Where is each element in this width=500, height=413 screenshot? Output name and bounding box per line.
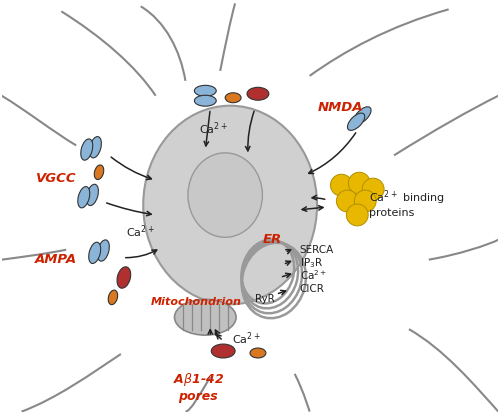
Text: Ca$^{2+}$ binding
proteins: Ca$^{2+}$ binding proteins [369,188,445,218]
Text: ER: ER [263,233,282,246]
Text: Ca$^{2+}$: Ca$^{2+}$ [199,120,228,137]
Ellipse shape [94,165,104,180]
Ellipse shape [81,139,92,160]
Ellipse shape [78,187,90,208]
Ellipse shape [88,242,101,263]
Ellipse shape [354,107,371,124]
Circle shape [336,190,358,212]
Text: Mitochondrion: Mitochondrion [150,297,242,307]
Ellipse shape [194,95,216,106]
Text: A$\beta$1-42
pores: A$\beta$1-42 pores [173,371,224,403]
Ellipse shape [225,93,241,103]
Ellipse shape [194,85,216,96]
Ellipse shape [250,348,266,358]
Circle shape [362,178,384,200]
Text: Ca$^{2+}$: Ca$^{2+}$ [300,268,326,282]
Ellipse shape [212,344,235,358]
Text: RyR: RyR [255,294,274,304]
Ellipse shape [174,299,236,335]
Text: AMPA: AMPA [34,253,76,266]
Text: VGCC: VGCC [36,172,77,185]
Text: NMDA: NMDA [318,101,363,114]
Ellipse shape [90,137,102,158]
Text: SERCA: SERCA [300,245,334,255]
Ellipse shape [348,113,364,131]
Ellipse shape [86,184,99,206]
Ellipse shape [247,87,269,100]
Circle shape [348,172,370,194]
Circle shape [346,204,368,226]
Text: Ca$^{2+}$: Ca$^{2+}$ [126,223,155,240]
Text: Ca$^{2+}$: Ca$^{2+}$ [232,331,260,347]
Text: IP$_3$R: IP$_3$R [300,256,323,270]
Ellipse shape [108,290,118,305]
Ellipse shape [98,240,110,261]
Circle shape [354,190,376,212]
Text: CICR: CICR [300,285,324,294]
Circle shape [330,174,352,196]
Ellipse shape [188,153,262,237]
Ellipse shape [117,267,130,288]
Ellipse shape [143,106,317,304]
